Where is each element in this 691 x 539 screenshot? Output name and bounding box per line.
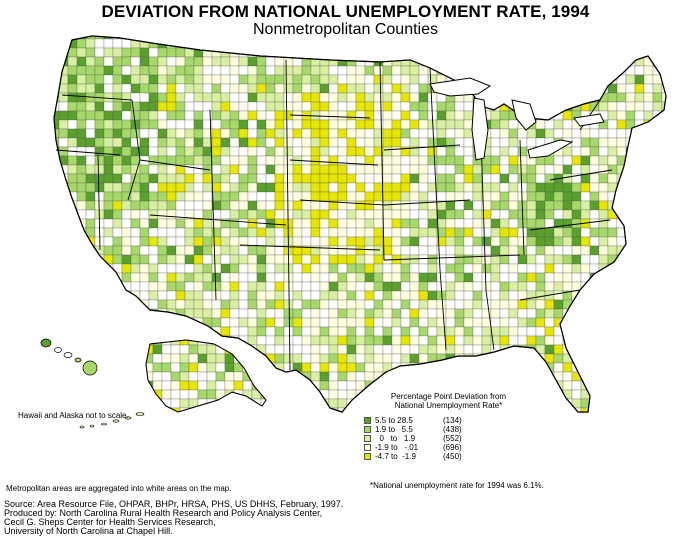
contiguous-us-map (53, 35, 667, 413)
map-title: DEVIATION FROM NATIONAL UNEMPLOYMENT RAT… (101, 2, 590, 21)
legend-row: -4.7 to -1.9 (450) (364, 452, 541, 461)
source-line: Source: Area Resource File, OHPAR, BHPr,… (4, 499, 344, 509)
legend-row: -1.9 to -.01 (696) (364, 443, 541, 452)
credit-line: Cecil G. Sheps Center for Health Service… (4, 517, 216, 527)
great-lakes (429, 77, 605, 161)
scale-note: Hawaii and Alaska not to scale. (18, 411, 129, 420)
state-boundaries (55, 59, 613, 371)
source-credits: Source: Area Resource File, OHPAR, BHPr,… (4, 500, 343, 536)
legend: Percentage Point Deviation from National… (356, 392, 541, 461)
credit-line: University of North Carolina at Chapel H… (4, 526, 173, 536)
lake-erie (527, 139, 574, 159)
map-subtitle: Nonmetropolitan Counties (253, 21, 438, 38)
legend-swatch (364, 444, 371, 451)
aleutian-islands (79, 412, 145, 429)
legend-row: 0 to 1.9 (552) (364, 434, 541, 443)
legend-swatch (364, 435, 371, 442)
credit-line: Produced by: North Carolina Rural Health… (4, 508, 323, 518)
legend-row: 5.5 to 28.5 (134) (364, 416, 541, 425)
national-rate-note: *National unemployment rate for 1994 was… (370, 481, 544, 490)
lake-superior (429, 77, 492, 97)
lake-huron (511, 99, 537, 131)
hawaii-map (40, 338, 98, 376)
legend-swatch (364, 417, 371, 424)
lake-michigan (471, 97, 489, 161)
legend-swatch (364, 426, 371, 433)
legend-row: 1.9 to 5.5 (438) (364, 425, 541, 434)
lake-ontario (573, 113, 605, 127)
metro-note: Metropolitan areas are aggregated into w… (6, 484, 232, 493)
legend-title: Percentage Point Deviation from National… (390, 392, 507, 410)
legend-swatch (364, 453, 371, 460)
county-cells (54, 36, 666, 412)
